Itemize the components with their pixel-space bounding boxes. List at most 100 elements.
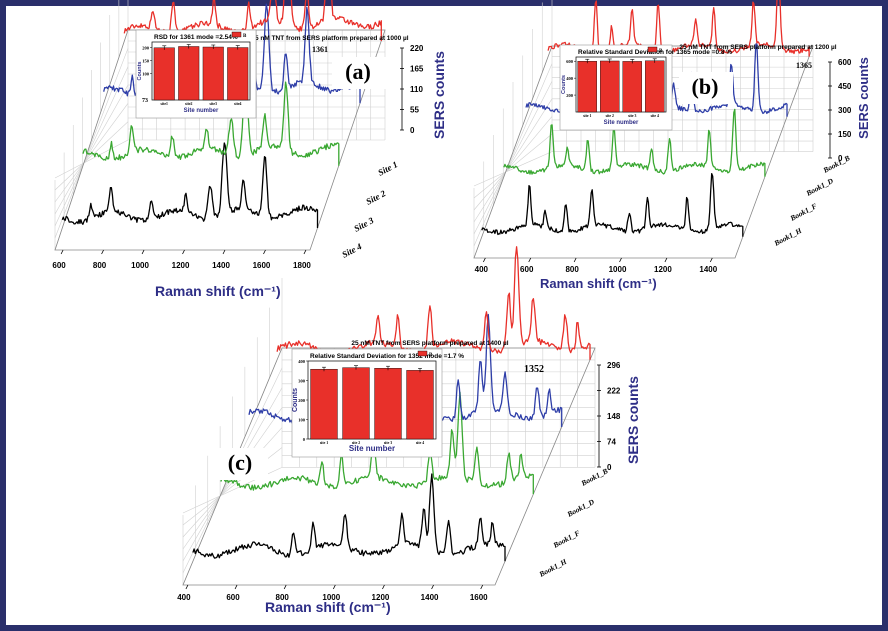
z-tick-label: 220 — [410, 44, 424, 53]
inset-y-tick-label: 100 — [142, 72, 150, 77]
series-label: Book1_H — [772, 225, 804, 248]
x-tick — [528, 257, 532, 263]
inset-x-title: Site number — [349, 444, 395, 453]
z-tick-label: 450 — [838, 82, 852, 91]
inset-bar — [622, 61, 642, 113]
inset-title: Relative Standard Deviation for 1365 mod… — [578, 49, 732, 56]
series-label: Site 2 — [364, 188, 387, 207]
grid-line — [473, 116, 553, 211]
x-tick-label: 600 — [52, 261, 66, 270]
z-tick-label: 0 — [410, 126, 415, 135]
inset-y-title: Counts — [137, 62, 143, 81]
inset-plot-area — [575, 56, 667, 113]
series-label: Book1_F — [551, 528, 582, 550]
inset-bar-chart: Relative Standard Deviation for 1352 mod… — [291, 348, 464, 458]
side-wall-grid — [473, 0, 553, 259]
floor-outline — [473, 45, 814, 259]
inset-bar — [178, 46, 200, 101]
inset-x-tick-label: site4 — [234, 102, 241, 106]
inset-legend-label: B — [243, 34, 247, 39]
chart-title: 25 nM TNT from SERS platform prepared at… — [251, 35, 408, 42]
z-axis: 0 74 148 222 296 — [597, 361, 621, 472]
inset-bar — [577, 61, 597, 113]
inset-y-title: Counts — [292, 388, 299, 412]
inset-legend-swatch — [231, 31, 242, 38]
z-tick-label: 296 — [607, 361, 621, 370]
x-tick-label: 1200 — [654, 265, 672, 274]
z-tick-label: 150 — [838, 130, 852, 139]
panel-label-bg — [214, 448, 268, 480]
inset-x-title: Site number — [184, 108, 219, 114]
x-tick-label: 1400 — [699, 265, 717, 274]
side-wall-grid — [182, 278, 283, 586]
grid-line — [54, 121, 129, 191]
z-tick-label: 0 — [838, 154, 843, 163]
x-tick — [185, 584, 189, 590]
series-line-4 — [61, 142, 319, 228]
x-tick-label: 1800 — [293, 261, 311, 270]
x-tick — [480, 584, 484, 590]
inset-bar-chart: Relative Standard Deviation for 1365 mod… — [559, 44, 732, 131]
inset-y-tick-label: 400 — [566, 76, 574, 81]
x-tick-label: 1200 — [172, 261, 190, 270]
inset-bar — [153, 47, 175, 101]
series-label: Book1_B — [821, 153, 852, 175]
x-tick-label: 600 — [520, 265, 534, 274]
x-tick — [664, 257, 668, 263]
z-tick-label: 165 — [410, 65, 424, 74]
series-line-3 — [82, 78, 340, 166]
inset-bar — [645, 60, 665, 113]
series-line-3 — [503, 108, 766, 177]
x-tick-label: 1000 — [131, 261, 149, 270]
series-label: Book1_D — [804, 176, 835, 198]
grid-line — [473, 98, 553, 223]
x-tick — [60, 249, 64, 255]
x-tick-label: 800 — [276, 593, 290, 602]
x-axis-title: Raman shift (cm⁻¹) — [155, 283, 281, 299]
inset-x-tick-label: site 1 — [320, 441, 328, 445]
inset-y-tick-label: 100 — [298, 418, 306, 423]
x-tick — [222, 249, 226, 255]
panel-label-bg — [679, 72, 733, 104]
inset-x-tick-label: site 2 — [606, 114, 614, 118]
x-tick-label: 1200 — [372, 593, 390, 602]
peak-label: 1352 — [524, 364, 544, 375]
x-tick-label: 400 — [475, 265, 489, 274]
panel-label: (a) — [345, 59, 371, 84]
inset-x-tick-label: site 4 — [651, 114, 659, 118]
grid-line — [473, 81, 553, 235]
chart-panel-2: 400 600 800 1000 1200 1400 Raman shift (cm⁻¹) 0… — [473, 0, 871, 291]
z-tick-label: 300 — [838, 106, 852, 115]
series-line-4 — [192, 473, 506, 562]
series-label: Book1_H — [537, 556, 569, 579]
inset-x-tick-label: site1 — [161, 102, 168, 106]
grid-line — [54, 84, 129, 215]
chart-title: 25 nM TNT from SERS platform prepared at… — [679, 44, 836, 51]
grid-line — [54, 139, 129, 179]
x-tick-label: 400 — [177, 593, 191, 602]
peak-label: 1365 — [796, 61, 812, 70]
z-tick-label: 600 — [838, 58, 852, 67]
x-axis: 400 600 800 1000 1200 1400 1600 — [177, 584, 488, 602]
z-tick-label: 148 — [607, 412, 621, 421]
x-tick-label: 800 — [565, 265, 579, 274]
z-axis: 0 150 300 450 600 — [828, 58, 852, 163]
inset-plot-area — [151, 41, 251, 101]
inset-x-tick-label: site3 — [210, 102, 217, 106]
x-tick — [283, 584, 287, 590]
grid-line — [473, 151, 553, 187]
x-tick-label: 600 — [226, 593, 240, 602]
panel-label-bg — [332, 57, 386, 89]
inset-y-tick-label: 200 — [142, 45, 150, 50]
grid-line — [473, 63, 553, 247]
panel-label: (c) — [228, 450, 252, 475]
series-label: Book1_F — [788, 201, 819, 223]
series-label: Book1_B — [579, 466, 610, 488]
inset-x-tick-label: site 2 — [352, 441, 360, 445]
inset-x-tick-label: site2 — [185, 102, 192, 106]
x-axis-title: Raman shift (cm⁻¹) — [540, 276, 657, 291]
series-line-4 — [481, 172, 744, 237]
x-axis: 600 800 1000 1200 1400 1600 1800 — [52, 249, 311, 270]
